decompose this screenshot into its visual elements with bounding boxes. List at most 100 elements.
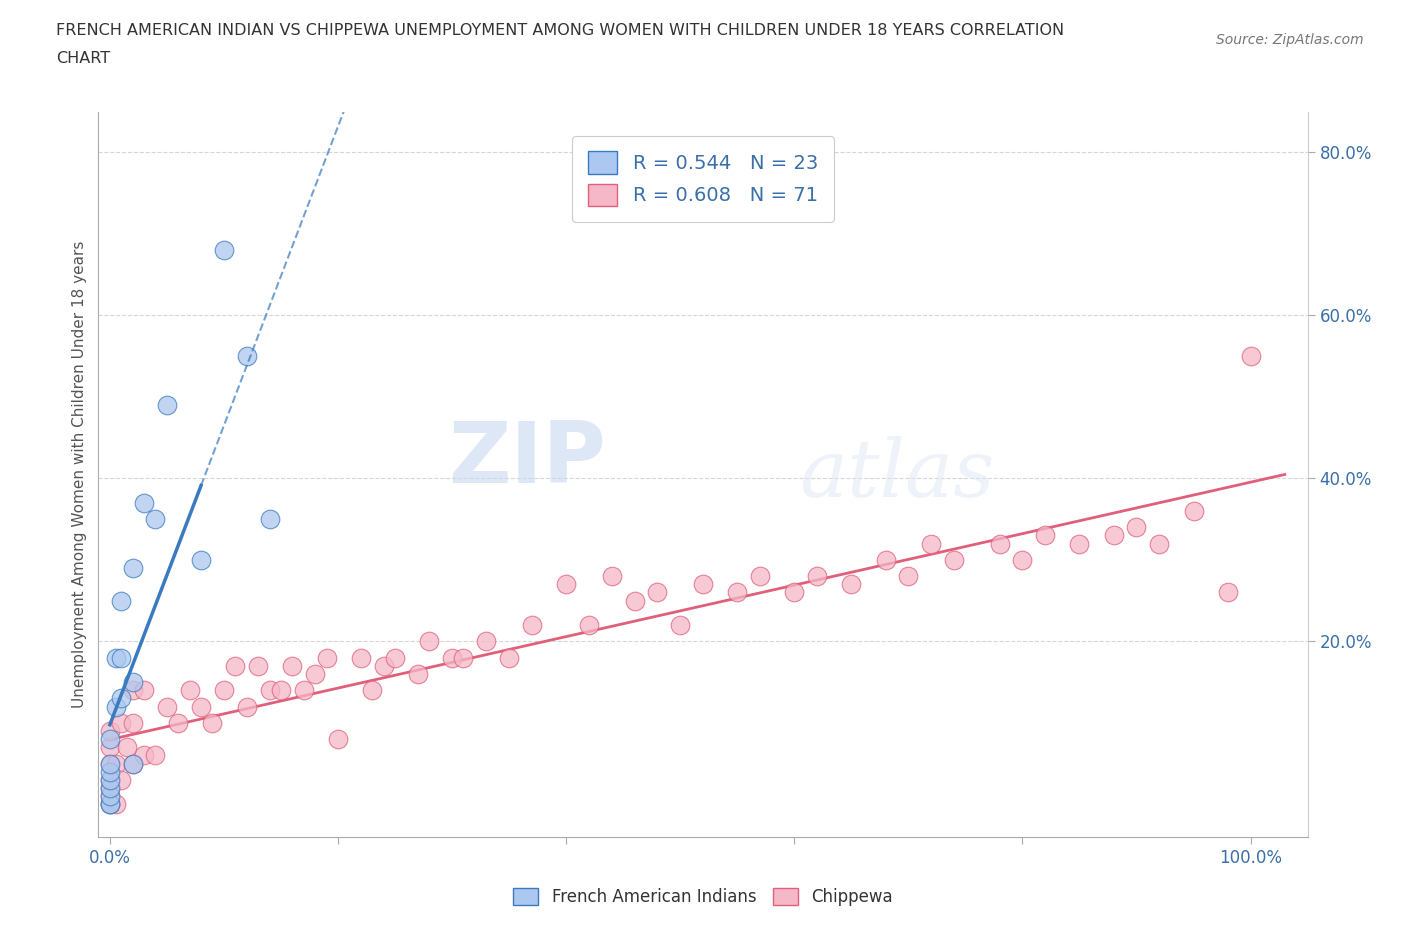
Point [104, 650, 127, 665]
Point [498, 650, 520, 665]
Point [920, 536, 942, 551]
Point [98, 780, 121, 795]
Legend: French American Indians, Chippewa: French American Indians, Chippewa [506, 881, 900, 912]
Point [121, 756, 143, 771]
Text: CHART: CHART [56, 51, 110, 66]
Point [201, 715, 224, 730]
Point [783, 585, 806, 600]
Point [875, 552, 897, 567]
Point [623, 593, 645, 608]
Point [373, 658, 395, 673]
Point [98, 780, 121, 795]
Point [121, 715, 143, 730]
Y-axis label: Unemployment Among Women with Children Under 18 years: Unemployment Among Women with Children U… [72, 241, 87, 708]
Point [259, 683, 281, 698]
Point [98, 797, 121, 812]
Point [132, 748, 155, 763]
Point [110, 715, 132, 730]
Point [104, 756, 127, 771]
Point [578, 618, 600, 632]
Point [132, 683, 155, 698]
Point [104, 699, 127, 714]
Point [441, 650, 464, 665]
Point [326, 732, 349, 747]
Point [110, 650, 132, 665]
Point [1011, 552, 1033, 567]
Point [224, 658, 246, 673]
Point [647, 585, 669, 600]
Point [145, 512, 167, 526]
Point [132, 496, 155, 511]
Point [235, 349, 257, 364]
Point [98, 756, 121, 771]
Point [110, 593, 132, 608]
Point [110, 691, 132, 706]
Point [212, 683, 235, 698]
Point [315, 650, 337, 665]
Point [418, 634, 440, 649]
Point [98, 756, 121, 771]
Point [1102, 528, 1125, 543]
Point [1216, 585, 1239, 600]
Point [156, 398, 179, 413]
Point [98, 764, 121, 779]
Point [692, 577, 714, 591]
Text: ZIP: ZIP [449, 418, 606, 501]
Point [212, 243, 235, 258]
Point [749, 569, 772, 584]
Point [104, 797, 127, 812]
Point [292, 683, 315, 698]
Point [988, 536, 1011, 551]
Point [453, 650, 475, 665]
Legend: R = 0.544   N = 23, R = 0.608   N = 71: R = 0.544 N = 23, R = 0.608 N = 71 [572, 136, 834, 221]
Point [669, 618, 692, 632]
Point [475, 634, 498, 649]
Text: Source: ZipAtlas.com: Source: ZipAtlas.com [1216, 33, 1364, 46]
Point [555, 577, 578, 591]
Point [1149, 536, 1171, 551]
Point [725, 585, 748, 600]
Point [115, 740, 138, 755]
Point [1069, 536, 1091, 551]
Point [98, 797, 121, 812]
Point [98, 724, 121, 738]
Point [121, 674, 143, 689]
Point [247, 658, 270, 673]
Point [897, 569, 920, 584]
Point [384, 650, 406, 665]
Point [600, 569, 623, 584]
Text: FRENCH AMERICAN INDIAN VS CHIPPEWA UNEMPLOYMENT AMONG WOMEN WITH CHILDREN UNDER : FRENCH AMERICAN INDIAN VS CHIPPEWA UNEMP… [56, 23, 1064, 38]
Point [942, 552, 965, 567]
Point [350, 650, 373, 665]
Point [98, 797, 121, 812]
Point [259, 512, 281, 526]
Point [235, 699, 257, 714]
Text: atlas: atlas [800, 435, 995, 513]
Point [406, 667, 429, 682]
Point [1125, 520, 1147, 535]
Point [98, 732, 121, 747]
Point [98, 773, 121, 788]
Point [110, 773, 132, 788]
Point [121, 683, 143, 698]
Point [179, 683, 201, 698]
Point [98, 789, 121, 804]
Point [98, 740, 121, 755]
Point [806, 569, 828, 584]
Point [121, 561, 143, 576]
Point [98, 789, 121, 804]
Point [1239, 349, 1261, 364]
Point [270, 683, 292, 698]
Point [98, 773, 121, 788]
Point [839, 577, 862, 591]
Point [190, 552, 212, 567]
Point [145, 748, 167, 763]
Point [190, 699, 212, 714]
Point [167, 715, 190, 730]
Point [1182, 503, 1205, 518]
Point [304, 667, 326, 682]
Point [361, 683, 384, 698]
Point [1033, 528, 1056, 543]
Point [520, 618, 543, 632]
Point [121, 756, 143, 771]
